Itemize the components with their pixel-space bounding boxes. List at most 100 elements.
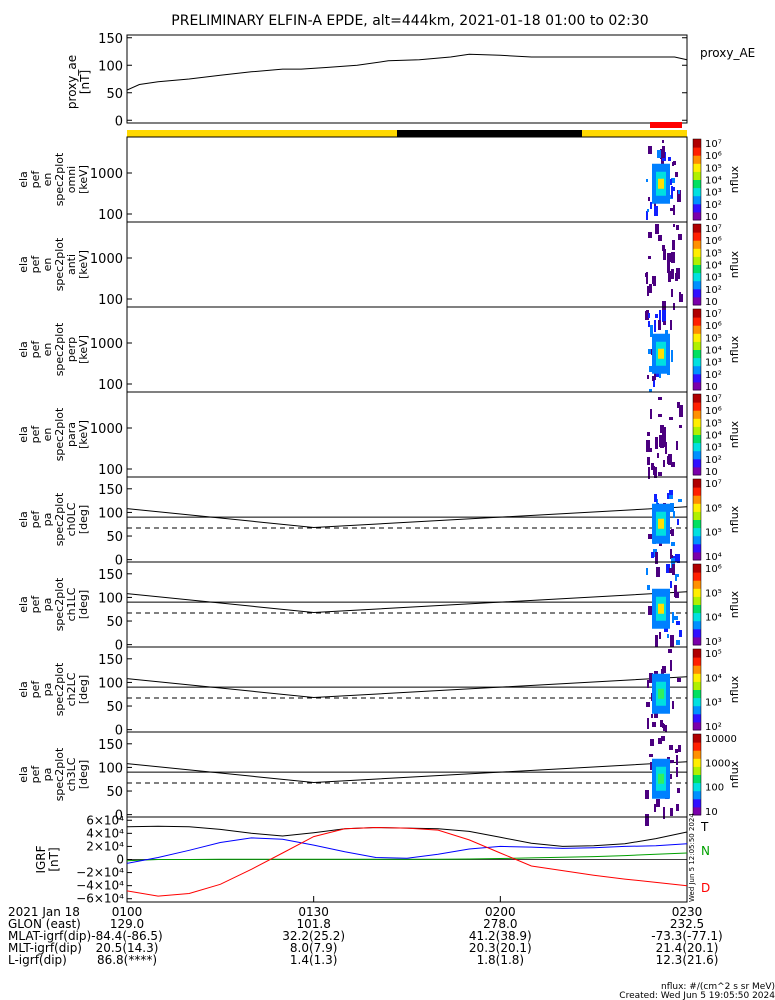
colorbar-segment <box>693 458 701 468</box>
colorbar-segment <box>693 572 701 581</box>
heatmap-cell <box>677 402 680 408</box>
colorbar-tick-label: 100 <box>705 783 724 794</box>
colorbar-segment <box>693 450 701 460</box>
panel-ylabel: ela <box>17 426 30 443</box>
heatmap-cell <box>648 534 652 539</box>
colorbar-tick-label: 10⁵ <box>705 333 722 344</box>
heatmap-cell <box>648 349 652 354</box>
timestamp-stamp: Wed Jun 5 12:05:50 2024 <box>688 813 696 902</box>
colorbar-segment <box>693 296 701 306</box>
colorbar-tick-label: 10⁷ <box>705 479 722 490</box>
heatmap-cell <box>664 427 666 439</box>
panel-ylabel: spec2plot <box>53 237 66 291</box>
ephemeris-row-value: 12.3(21.6) <box>656 953 719 967</box>
panel-ylabel: spec2plot <box>53 747 66 801</box>
heatmap-cell <box>647 375 649 379</box>
colorbar-segment <box>693 758 701 767</box>
heatmap-cell <box>669 417 673 420</box>
heatmap-cell <box>669 179 672 185</box>
colorbar-tick-label: 10⁴ <box>705 431 722 442</box>
panel-pa-ch0: ela pef pa spec2plot ch0LC [deg] 0 50 100 150 10⁴ 1… <box>17 476 741 569</box>
heatmap-cell <box>668 649 672 653</box>
heatmap-cell <box>667 634 669 638</box>
panel-frame <box>126 306 688 393</box>
heatmap-cell <box>669 745 673 750</box>
colorbar-segment <box>693 689 701 699</box>
colorbar-segment <box>693 636 701 646</box>
colorbar-tick-label: 10⁴ <box>705 673 722 684</box>
colorbar-segment <box>693 806 701 816</box>
colorbar-segment <box>693 179 701 189</box>
colorbar-segment <box>693 782 701 792</box>
ephemeris-row-value: 86.8(****) <box>97 953 157 967</box>
heatmap-cell <box>671 273 673 278</box>
heatmap-cell <box>671 178 675 183</box>
panel-ylabel: pa <box>41 598 54 612</box>
colorbar-tick-label: 10⁷ <box>705 394 722 405</box>
panel-ytick-label: 100 <box>98 208 123 223</box>
colorbar-tick-label: 10⁶ <box>705 406 722 417</box>
colorbar-segment <box>693 519 701 529</box>
panel-ytick-label: 0 <box>115 724 123 739</box>
science-zone-bar-2 <box>582 130 687 137</box>
proxy-ae-ytick-label: 150 <box>98 32 123 47</box>
ephemeris-row-label: 2021 Jan 18 <box>8 905 80 919</box>
heatmap-cell <box>669 568 673 573</box>
colorbar-segment <box>693 410 701 419</box>
loss-cone-line <box>126 506 688 529</box>
igrf-ytick-label: −2×10⁴ <box>76 866 124 880</box>
heatmap-cell <box>651 463 654 470</box>
colorbar-segment <box>693 195 701 205</box>
colorbar-segment <box>693 349 701 359</box>
igrf-ytick-label: 6×10⁴ <box>86 813 124 827</box>
time-axis: 2021 Jan 18 0100 0130 0200 0230 GLON (east) 12… <box>8 896 723 967</box>
ephemeris-row-value: 8.0(7.9) <box>290 941 338 955</box>
colorbar-segment <box>693 750 701 759</box>
colorbar-segment <box>693 325 701 334</box>
ephemeris-row-value: 1.4(1.3) <box>290 953 338 967</box>
panel-ylabel: anti <box>65 254 78 275</box>
figure-title: PRELIMINARY ELFIN-A EPDE, alt=444km, 202… <box>171 13 648 29</box>
heatmap-cell <box>646 272 648 284</box>
panel-ylabel: spec2plot <box>53 577 66 631</box>
heatmap-cell <box>677 678 681 682</box>
heatmap-cell <box>672 240 675 250</box>
panel-ytick-label: 50 <box>106 615 123 630</box>
colorbar-segment <box>693 203 701 213</box>
colorbar-tick-label: 10² <box>705 285 722 296</box>
colorbar-segment <box>693 341 701 350</box>
heatmap-cell <box>673 187 675 191</box>
colorbar-tick-label: 10⁶ <box>705 564 722 575</box>
colorbar-segment <box>693 487 701 496</box>
panel-frame <box>126 731 688 818</box>
igrf-ytick-label: 2×10⁴ <box>86 839 124 853</box>
panel-ylabel: ch2LC <box>65 672 78 706</box>
colorbar-segment <box>693 434 701 444</box>
colorbar-frame <box>692 393 702 476</box>
heatmap-cell <box>670 549 672 559</box>
panel-ylabel: ch0LC <box>65 502 78 536</box>
colorbar-label: nflux <box>728 590 741 618</box>
heatmap-cell <box>658 320 661 330</box>
heatmap-cell <box>651 552 654 558</box>
eclipse-bar <box>397 130 582 137</box>
heatmap-cell <box>650 448 652 452</box>
heatmap-cell <box>672 612 674 623</box>
colorbar-segment <box>693 705 701 715</box>
panel-ytick-label: 150 <box>98 738 123 753</box>
heatmap-cell <box>671 252 675 263</box>
panel-ylabel: pa <box>41 768 54 782</box>
colorbar-segment <box>693 665 701 674</box>
panel-ytick-label: 100 <box>98 761 123 776</box>
colorbar-tick-label: 10000 <box>705 734 737 745</box>
heatmap-cell <box>656 567 660 577</box>
ephemeris-row-value: 21.4(20.1) <box>656 941 719 955</box>
heatmap-cell <box>652 722 656 727</box>
colorbar-segment <box>693 418 701 427</box>
heatmap-cell <box>676 271 678 276</box>
colorbar-tick-label: 10⁵ <box>705 528 722 539</box>
colorbar-segment <box>693 333 701 342</box>
panel-ylabel: perp <box>65 337 78 362</box>
heatmap-cell <box>648 146 652 154</box>
heatmap-cell <box>654 494 657 502</box>
